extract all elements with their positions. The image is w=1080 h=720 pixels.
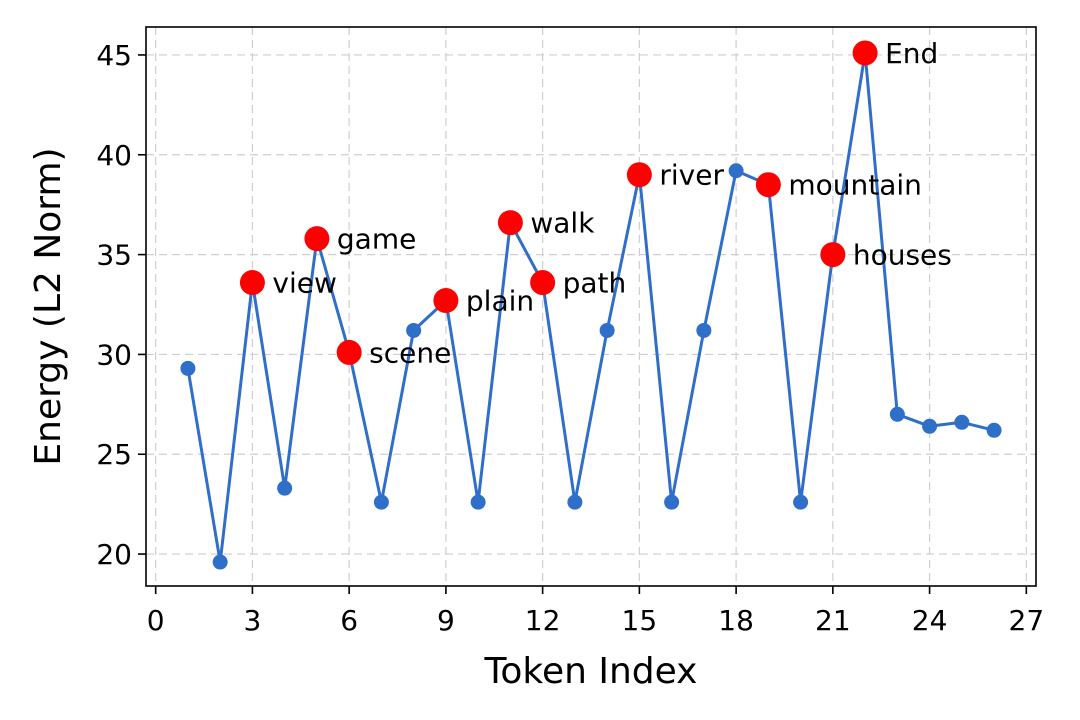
data-point — [986, 422, 1002, 438]
y-tick-label: 25 — [96, 438, 132, 471]
series-line — [186, 51, 995, 564]
data-point — [180, 360, 196, 376]
annotation-label: mountain — [788, 169, 922, 202]
highlight-point — [433, 288, 459, 314]
highlight-point — [626, 162, 652, 188]
x-tick-label: 0 — [147, 604, 165, 637]
annotation-label: plain — [466, 285, 534, 318]
data-point — [567, 494, 583, 510]
annotation-label: game — [337, 223, 416, 256]
x-axis-label: Token Index — [484, 651, 698, 692]
data-point — [470, 494, 486, 510]
grid-layer — [146, 27, 1036, 586]
highlight-point — [239, 270, 265, 296]
y-axis-label: Energy (L2 Norm) — [28, 147, 69, 465]
data-point — [212, 554, 228, 570]
series-layer — [180, 45, 1002, 570]
data-point — [793, 494, 809, 510]
highlight-point — [820, 242, 846, 268]
annotation-label: view — [272, 267, 336, 300]
y-tick-label: 30 — [96, 338, 132, 371]
annotation-label: scene — [369, 336, 451, 369]
y-tick-label: 40 — [96, 139, 132, 172]
data-point — [728, 163, 744, 179]
annotation-label: path — [563, 267, 627, 300]
y-tick-label: 45 — [96, 39, 132, 72]
data-point — [406, 322, 422, 338]
highlight-point — [497, 210, 523, 236]
highlight-point — [852, 40, 878, 66]
data-point — [599, 322, 615, 338]
annotation-label: walk — [530, 207, 595, 240]
data-point — [889, 406, 905, 422]
highlight-point — [530, 270, 556, 296]
data-point — [696, 322, 712, 338]
highlight-point — [336, 339, 362, 365]
annotation-label: river — [659, 159, 724, 192]
annotation-label: End — [885, 37, 938, 70]
x-tick-label: 21 — [815, 604, 851, 637]
x-tick-label: 6 — [340, 604, 358, 637]
x-tick-label: 24 — [912, 604, 948, 637]
highlight-point — [304, 226, 330, 252]
y-tick-label: 20 — [96, 538, 132, 571]
x-tick-label: 27 — [1009, 604, 1045, 637]
data-point — [373, 494, 389, 510]
x-tick-label: 3 — [243, 604, 261, 637]
x-tick-label: 12 — [525, 604, 561, 637]
data-point — [664, 494, 680, 510]
data-point — [277, 480, 293, 496]
data-point — [954, 414, 970, 430]
annotation-label: houses — [853, 239, 952, 272]
x-tick-label: 9 — [437, 604, 455, 637]
y-tick-label: 35 — [96, 239, 132, 272]
highlight-point — [755, 172, 781, 198]
tick-layer: 0 3 6 9 12 15 18 21 24 27 20 25 30 35 40 45 — [96, 39, 1044, 637]
x-tick-label: 15 — [622, 604, 658, 637]
plot-frame — [145, 26, 1037, 587]
data-point — [922, 418, 938, 434]
x-tick-label: 18 — [718, 604, 754, 637]
